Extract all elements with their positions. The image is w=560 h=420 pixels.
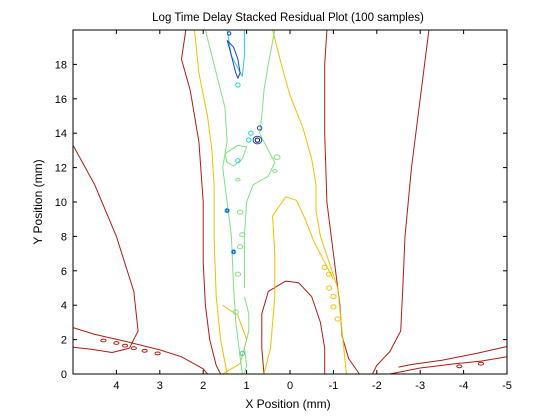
contour-island <box>232 309 239 315</box>
contour-line <box>263 196 334 375</box>
chart-title: Log Time Delay Stacked Residual Plot (10… <box>152 12 424 24</box>
contour-line <box>224 144 248 167</box>
plot-area <box>73 30 507 374</box>
contour-island <box>225 208 229 213</box>
contour-line <box>72 327 208 375</box>
y-axis-label: Y Position (mm) <box>31 159 45 244</box>
contour-line <box>272 29 347 375</box>
x-tick-label: 4 <box>113 380 119 392</box>
contour-island <box>224 208 230 214</box>
contour-line <box>324 29 360 375</box>
y-tick-label: 4 <box>61 300 67 312</box>
contour-line <box>389 356 508 375</box>
contour-island <box>141 348 148 353</box>
contour-line <box>72 144 139 353</box>
contour-island <box>477 361 485 366</box>
y-tick-label: 0 <box>61 369 67 381</box>
contour-island <box>154 351 161 356</box>
contour-island <box>330 294 337 300</box>
contour-island <box>130 346 137 351</box>
y-tick-label: 16 <box>55 94 67 106</box>
contour-line <box>226 29 245 77</box>
contour-line <box>226 39 241 79</box>
contour-line <box>181 29 222 375</box>
contour-island <box>237 209 244 215</box>
y-tick-label: 14 <box>55 128 67 140</box>
contour-island <box>237 244 244 250</box>
y-tick-label: 18 <box>55 59 67 71</box>
contour-line <box>204 29 243 375</box>
contour-island <box>235 158 241 164</box>
x-tick-label: -3 <box>415 380 425 392</box>
y-tick-label: 2 <box>61 335 67 347</box>
x-tick-label: 3 <box>157 380 163 392</box>
contour-line <box>243 296 250 375</box>
y-axis: 0 2 4 6 8 10 12 14 16 18 <box>55 59 507 381</box>
contour-island <box>334 316 341 322</box>
contour-island <box>239 350 246 356</box>
x-axis: 4 3 2 1 0 -1 -2 -3 -4 -5 <box>113 30 512 392</box>
contour-island <box>456 364 463 369</box>
x-tick-label: 0 <box>287 380 293 392</box>
contour-island <box>272 169 278 173</box>
contour-island <box>239 232 246 238</box>
contour-island <box>231 250 236 254</box>
contour-island <box>246 137 252 143</box>
contour-island <box>234 271 241 277</box>
contour-island <box>113 341 120 345</box>
contour-island <box>273 154 281 161</box>
contour-island <box>122 343 129 348</box>
contour-island <box>330 304 337 310</box>
contour-island <box>252 135 263 145</box>
contour-line <box>194 29 228 375</box>
x-tick-label: 2 <box>200 380 206 392</box>
y-tick-label: 10 <box>55 197 67 209</box>
x-tick-label: 1 <box>244 380 250 392</box>
contour-line <box>372 29 430 375</box>
contour-island <box>100 338 107 343</box>
contour-island <box>256 125 263 131</box>
x-tick-label: -5 <box>502 380 512 392</box>
y-tick-label: 6 <box>61 266 67 278</box>
contour-layer <box>72 29 508 375</box>
contour-island <box>326 285 333 291</box>
contour-island <box>230 249 237 255</box>
contour-island <box>235 82 241 88</box>
x-tick-label: -4 <box>459 380 469 392</box>
contour-island <box>321 264 328 270</box>
contour-island <box>248 130 254 136</box>
contour-line <box>261 280 326 375</box>
y-tick-label: 12 <box>55 163 67 175</box>
contour-line <box>398 346 508 368</box>
x-axis-label: X Position (mm) <box>245 397 330 411</box>
x-tick-label: -2 <box>372 380 382 392</box>
y-tick-label: 8 <box>61 231 67 243</box>
contour-island <box>326 271 333 277</box>
contour-island <box>254 137 261 143</box>
contour-island <box>227 31 232 36</box>
contour-island <box>235 177 241 182</box>
x-tick-label: -1 <box>329 380 339 392</box>
